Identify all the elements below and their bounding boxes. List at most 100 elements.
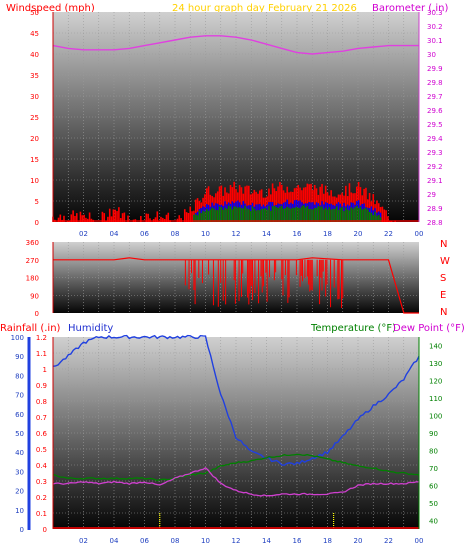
rainfall-y-tick-label: 0.3	[36, 478, 47, 486]
x-tick-label: 18	[323, 537, 332, 545]
humidity-y-tick-label: 30	[15, 468, 24, 476]
temperature-line	[52, 453, 420, 482]
x-tick-label: 12	[232, 537, 241, 545]
x-tick-label: 16	[293, 230, 302, 238]
wind-grid	[53, 12, 419, 222]
temperature-y-tick-label: 120	[429, 378, 442, 386]
humidity-y-tick-label: 60	[15, 411, 24, 419]
x-tick-label: 20	[354, 230, 363, 238]
barometer-y-tick-label: 29.3	[427, 149, 443, 157]
humidity-y-tick-label: 100	[11, 334, 24, 342]
temperature-y-tick-label: 50	[429, 500, 438, 508]
axis-labels: 0510152025303540455028.828.92929.129.229…	[11, 9, 444, 545]
windspeed-axis-title: Windspeed (mph)	[6, 3, 95, 14]
wind-y-tick-label: 10	[30, 177, 39, 185]
temperature-y-tick-label: 70	[429, 465, 438, 473]
x-tick-label: 14	[262, 230, 271, 238]
humidity-y-tick-label: 80	[15, 372, 24, 380]
x-tick-label: 14	[262, 537, 271, 545]
humidity-y-tick-label: 70	[15, 392, 24, 400]
x-tick-label: 22	[384, 537, 393, 545]
x-tick-label: 00	[415, 537, 424, 545]
humidity-y-tick-label: 10	[15, 507, 24, 515]
temperature-y-tick-label: 90	[429, 430, 438, 438]
temp-series	[52, 334, 420, 529]
x-tick-label: 08	[171, 537, 180, 545]
barometer-axis-title: Barometer (.in)	[372, 3, 448, 14]
barometer-y-tick-label: 29.1	[427, 177, 443, 185]
x-tick-label: 22	[384, 230, 393, 238]
temperature-y-tick-label: 130	[429, 360, 442, 368]
barometer-y-tick-label: 29.6	[427, 107, 443, 115]
temperature-y-tick-label: 100	[429, 413, 442, 421]
direction-y-tick-label: 360	[26, 239, 39, 247]
rainfall-y-tick-label: 0.2	[36, 494, 47, 502]
rainfall-y-tick-label: 1	[43, 366, 47, 374]
barometer-y-tick-label: 29.4	[427, 135, 443, 143]
wind-y-tick-label: 30	[30, 93, 39, 101]
barometer-y-tick-label: 29	[427, 191, 436, 199]
temperature-y-tick-label: 140	[429, 343, 442, 351]
barometer-y-tick-label: 29.7	[427, 93, 443, 101]
x-tick-label: 16	[293, 537, 302, 545]
humidity-y-tick-label: 40	[15, 449, 24, 457]
humidity-axis-title: Humidity	[68, 323, 113, 334]
x-tick-label: 00	[415, 230, 424, 238]
barometer-y-tick-label: 29.2	[427, 163, 443, 171]
barometer-line	[52, 35, 419, 55]
wind-y-tick-label: 15	[30, 156, 39, 164]
wind-y-tick-label: 40	[30, 51, 39, 59]
rainfall-y-tick-label: 1.2	[36, 334, 47, 342]
compass-letter: N	[440, 239, 447, 250]
humidity-line	[52, 334, 420, 466]
barometer-y-tick-label: 28.9	[427, 205, 443, 213]
barometer-y-tick-label: 29.9	[427, 65, 443, 73]
barometer-y-tick-label: 30.3	[427, 9, 443, 17]
x-tick-label: 06	[140, 537, 149, 545]
direction-y-tick-label: 0	[35, 310, 39, 318]
dewpoint-line	[52, 466, 420, 497]
compass-letter: E	[440, 290, 446, 301]
wind-y-tick-label: 25	[30, 114, 39, 122]
humidity-y-tick-label: 50	[15, 430, 24, 438]
direction-y-tick-label: 90	[30, 292, 39, 300]
x-tick-label: 10	[201, 230, 210, 238]
rainfall-y-tick-label: 0	[43, 526, 47, 534]
barometer-y-tick-label: 30	[427, 51, 436, 59]
barometer-y-tick-label: 29.5	[427, 121, 443, 129]
x-tick-label: 20	[354, 537, 363, 545]
temperature-y-tick-label: 110	[429, 395, 442, 403]
x-tick-label: 02	[79, 537, 88, 545]
x-tick-label: 02	[79, 230, 88, 238]
rainfall-y-tick-label: 1.1	[36, 350, 47, 358]
x-tick-label: 06	[140, 230, 149, 238]
wind-y-tick-label: 20	[30, 135, 39, 143]
x-tick-label: 04	[110, 230, 119, 238]
rainfall-y-tick-label: 0.1	[36, 510, 47, 518]
wind-y-tick-label: 50	[30, 9, 39, 17]
x-tick-label: 08	[171, 230, 180, 238]
x-tick-label: 10	[201, 537, 210, 545]
direction-y-tick-label: 180	[26, 275, 39, 283]
rainfall-y-tick-label: 0.5	[36, 446, 47, 454]
rainfall-y-tick-label: 0.6	[36, 430, 48, 438]
rainfall-y-tick-label: 0.7	[36, 414, 47, 422]
wind-y-tick-label: 5	[35, 198, 39, 206]
x-tick-label: 12	[232, 230, 241, 238]
temperature-axis-title: Temperature (°F)	[310, 323, 396, 334]
temperature-y-tick-label: 40	[429, 517, 438, 525]
compass-letter: S	[440, 273, 446, 284]
x-tick-label: 18	[323, 230, 332, 238]
rainfall-axis-title: Rainfall (.in)	[0, 323, 61, 334]
barometer-y-tick-label: 29.8	[427, 79, 443, 87]
barometer-y-tick-label: 30.2	[427, 23, 443, 31]
humidity-y-tick-label: 90	[15, 353, 24, 361]
compass-letter: N	[440, 307, 447, 318]
humidity-y-tick-label: 0	[20, 526, 24, 534]
rainfall-y-tick-label: 0.9	[36, 382, 47, 390]
barometer-y-tick-label: 30.1	[427, 37, 443, 45]
graph-title: 24 hour graph day February 21 2026	[172, 3, 357, 14]
